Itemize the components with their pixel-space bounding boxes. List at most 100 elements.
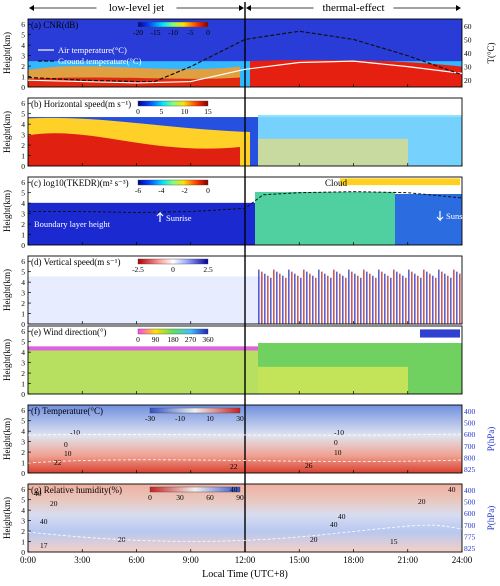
temperature-series-line — [27, 60, 463, 84]
y-tick-label: 3 — [21, 438, 25, 447]
colorbar — [137, 258, 209, 265]
vertical-streak — [405, 277, 407, 324]
colorbar-tick: 30 — [176, 493, 184, 502]
y-tick-label: 5 — [21, 338, 25, 347]
colorbar-tick: -6 — [135, 186, 141, 195]
annotation-sunset: Sunset — [446, 211, 469, 221]
colorbar-tick: 0 — [206, 28, 210, 37]
y-tick-label: 5 — [21, 189, 25, 198]
colorbar-tick: 0 — [171, 265, 175, 274]
contour-label: -10 — [70, 428, 80, 437]
contour-label: 40 — [40, 517, 48, 526]
right-axis-tick: 500 — [464, 498, 476, 507]
vertical-streak — [408, 269, 410, 324]
contour-label: 20 — [118, 535, 126, 544]
colorbar-tick: -30 — [145, 414, 155, 423]
y-tick-label: 2 — [21, 448, 25, 457]
vertical-streak — [378, 269, 380, 324]
temperature-contour — [27, 433, 463, 436]
vertical-streak — [291, 271, 293, 324]
vertical-streak — [369, 273, 371, 324]
vertical-streak — [420, 277, 422, 324]
colorbar-tick: 0 — [206, 186, 210, 195]
colorbar — [137, 21, 209, 28]
vertical-streak — [321, 271, 323, 324]
cnr-field — [28, 77, 240, 87]
y-tick-label: 5 — [21, 31, 25, 40]
vertical-streak — [375, 277, 377, 324]
panel-title: (b) Horizontal speed(m s⁻¹) — [31, 99, 131, 109]
right-axis-tick: 30 — [464, 63, 472, 72]
panel-title: (c) log10(TKEDR)(m² s⁻³) — [31, 178, 129, 188]
temperature-contour — [27, 459, 463, 464]
colorbar-tick: 90 — [236, 493, 244, 502]
annotation-sunrise: Sunrise — [166, 213, 192, 223]
y-tick-label: 5 — [21, 110, 25, 119]
annotation-boundary-layer: Boundary layer height — [34, 219, 111, 229]
vertical-streak — [339, 273, 341, 324]
colorbar-tick: 90 — [152, 335, 160, 344]
right-axis-tick: 600 — [464, 430, 476, 439]
vertical-streak — [267, 275, 269, 324]
y-tick-label: 6 — [21, 485, 25, 494]
y-tick-label: 0 — [21, 548, 25, 557]
vertical-streak — [402, 275, 404, 324]
vertical-streak — [351, 271, 353, 324]
y-tick-label: 0 — [21, 390, 25, 399]
vertical-streak — [417, 275, 419, 324]
y-axis-label: Height(km) — [2, 418, 12, 460]
vertical-streak — [306, 271, 308, 324]
colorbar-tick: -10 — [168, 28, 178, 37]
vertical-streak — [270, 277, 272, 324]
panel-title: (e) Wind direction(°) — [31, 327, 107, 337]
right-axis-tick: 825 — [464, 544, 476, 553]
x-tick-label: 3:00 — [74, 555, 91, 565]
colorbar-tick: -2 — [182, 186, 188, 195]
colorbar-tick: 0 — [136, 335, 140, 344]
y-axis-label: Height(km) — [2, 339, 12, 381]
tkedr-field — [255, 191, 395, 245]
regime-arrowhead — [456, 5, 461, 11]
vertical-streak — [381, 271, 383, 324]
colorbar-tick: 270 — [185, 335, 197, 344]
tkedr-cloud — [340, 178, 460, 186]
vertical-streak — [300, 277, 302, 324]
vertical-streak — [327, 275, 329, 324]
y-axis-label: Height(km) — [2, 269, 12, 311]
vertical-streak — [396, 271, 398, 324]
y-tick-label: 4 — [21, 348, 25, 357]
y-tick-label: 0 — [21, 162, 25, 171]
regime-arrowhead — [29, 5, 34, 11]
panel-title: (f) Temperature(°C) — [31, 406, 103, 416]
contour-label: 0 — [64, 440, 68, 449]
y-tick-label: 1 — [21, 380, 25, 389]
vertical-streak — [309, 273, 311, 324]
contour-label: 40 — [330, 520, 338, 529]
vertical-streak — [330, 277, 332, 324]
vertical-streak — [360, 277, 362, 324]
colorbar — [149, 407, 241, 414]
regime-arrowhead — [239, 5, 244, 11]
x-tick-label: 18:00 — [343, 555, 364, 565]
y-axis-label: Height(km) — [2, 190, 12, 232]
vertical-streak — [288, 269, 290, 324]
vertical-streak — [414, 273, 416, 324]
y-tick-label: 0 — [21, 83, 25, 92]
contour-label: 40 — [338, 512, 346, 521]
boundary-layer-line — [28, 191, 463, 214]
vertical-streak — [387, 275, 389, 324]
y-tick-label: 0 — [21, 469, 25, 478]
x-tick-label: 9:00 — [183, 555, 200, 565]
vertical-streak — [345, 277, 347, 324]
vertical-streak — [435, 277, 437, 324]
y-tick-label: 6 — [21, 178, 25, 187]
vertical-streak — [258, 269, 260, 324]
vertical-streak — [294, 273, 296, 324]
vertical-streak — [447, 275, 449, 324]
vertical-streak — [282, 275, 284, 324]
sunset-arrow-icon — [436, 211, 444, 222]
right-axis-label: P(hPa) — [486, 506, 496, 531]
right-axis-tick: 500 — [464, 419, 476, 428]
colorbar-tick: 10 — [206, 414, 214, 423]
vertical-streak — [459, 273, 461, 324]
